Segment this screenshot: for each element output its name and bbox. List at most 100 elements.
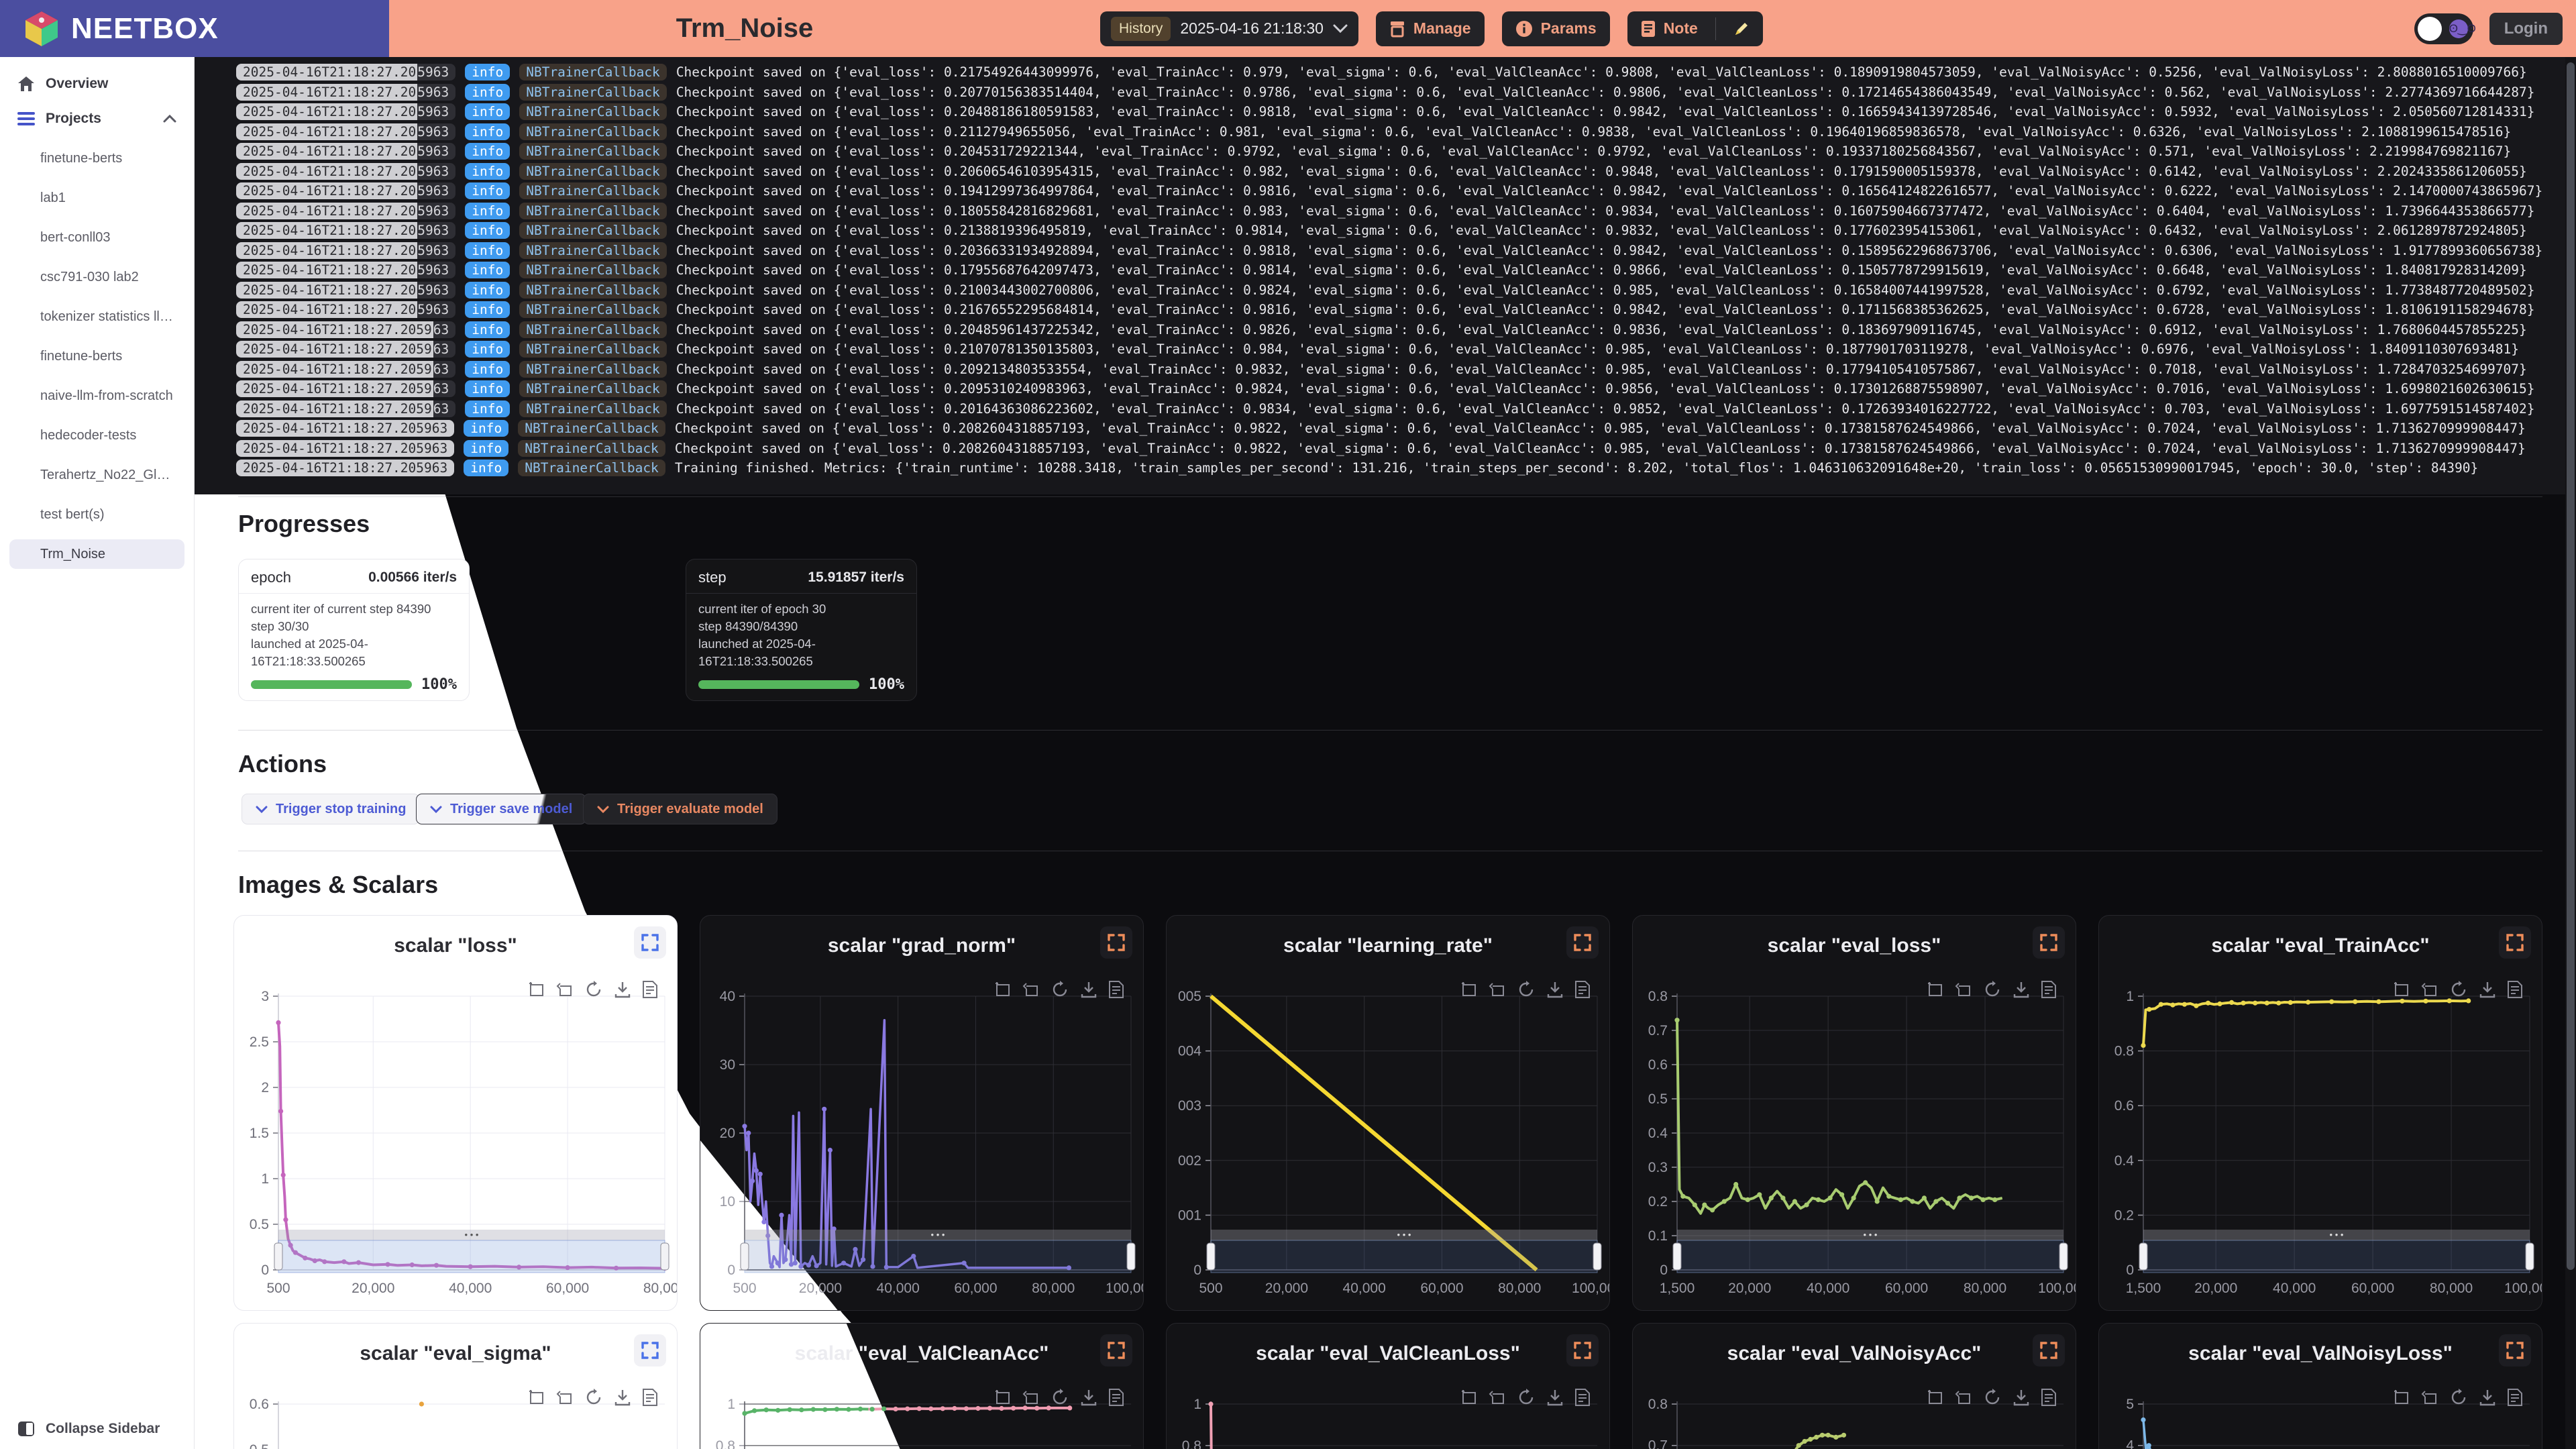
chart-plot-eval_ValNoisyAcc[interactable]: 0.8 0.7 <box>1633 1324 2076 1449</box>
refresh-icon[interactable] <box>1051 980 1069 999</box>
sidebar-item-finetune-berts[interactable]: finetune-berts <box>40 151 123 166</box>
chart-plot-eval_loss[interactable]: 0 0.1 0.2 0.3 0.4 0.5 0.6 0.7 0.8 1,500 20,000 40,0… <box>1633 916 2076 1311</box>
sidebar-item-lab1[interactable]: lab1 <box>40 191 66 205</box>
refresh-icon[interactable] <box>1517 980 1536 999</box>
manage-button[interactable]: Manage <box>1375 11 1485 46</box>
download-icon[interactable] <box>2012 1389 2030 1406</box>
fullscreen-button[interactable] <box>2033 926 2065 959</box>
data-view-icon[interactable] <box>1108 1388 1124 1407</box>
zoom-select-icon[interactable] <box>2393 1389 2410 1406</box>
note-button-group[interactable]: Note <box>1627 11 1763 46</box>
sidebar-item-tokenizer-statistics-llama-[interactable]: tokenizer statistics llama... <box>40 309 184 324</box>
data-view-icon[interactable] <box>2041 1388 2057 1407</box>
download-icon[interactable] <box>2479 981 2496 998</box>
chart-plot-eval_sigma[interactable]: 0.60.50.4 <box>234 1324 678 1449</box>
zoom-select-icon[interactable] <box>1927 1389 1944 1406</box>
fullscreen-button[interactable] <box>2499 1334 2531 1366</box>
download-icon[interactable] <box>614 981 631 998</box>
chart-plot-learning_rate[interactable]: 0 001 002 003 004 005 500 20,000 40,000 60,000 80,… <box>1167 916 1610 1311</box>
history-dropdown[interactable]: History 2025-04-16 21:18:30 <box>1100 11 1358 46</box>
pencil-icon[interactable] <box>1733 21 1750 37</box>
chart-plot-eval_ValCleanLoss[interactable]: 10.8 <box>1167 1324 1610 1449</box>
sidebar-group-projects[interactable]: Projects <box>9 104 184 133</box>
params-button[interactable]: Params <box>1501 11 1610 46</box>
sidebar-item-finetune-berts[interactable]: finetune-berts <box>40 349 123 364</box>
zoom-reset-icon[interactable] <box>556 981 574 998</box>
fullscreen-button[interactable] <box>2033 1334 2065 1366</box>
data-view-icon[interactable] <box>2507 980 2523 999</box>
zoom-reset-icon[interactable] <box>556 1389 574 1406</box>
zoom-select-icon[interactable] <box>994 981 1012 998</box>
refresh-icon[interactable] <box>2449 980 2468 999</box>
zoom-select-icon[interactable] <box>528 1389 545 1406</box>
zoom-select-icon[interactable] <box>528 981 545 998</box>
download-icon[interactable] <box>1080 1389 1097 1406</box>
fullscreen-button[interactable] <box>1100 926 1132 959</box>
download-icon[interactable] <box>1546 1389 1564 1406</box>
sidebar-item-terahertz-no22-gl261-gl-[interactable]: Terahertz_No22_Gl261_gl... <box>40 468 184 482</box>
download-icon[interactable] <box>1546 981 1564 998</box>
refresh-icon[interactable] <box>2449 1388 2468 1407</box>
chart-plot-eval_ValCleanAcc[interactable]: 10.8 <box>700 1324 1144 1449</box>
refresh-icon[interactable] <box>584 1388 603 1407</box>
data-view-icon[interactable] <box>642 1388 658 1407</box>
sidebar-item-test-bert-s-[interactable]: test bert(s) <box>40 507 105 522</box>
sidebar-item-overview[interactable]: Overview <box>9 69 184 99</box>
action-trigger-save-model[interactable]: Trigger save model <box>416 794 587 824</box>
refresh-icon[interactable] <box>1517 1388 1536 1407</box>
fullscreen-button[interactable] <box>1100 1334 1132 1366</box>
chart-card-learning_rate: 0 001 002 003 004 005 500 20,000 40,000 60,000 80,… <box>1166 915 1610 1311</box>
login-button[interactable]: Login <box>2489 12 2563 45</box>
refresh-icon[interactable] <box>1051 1388 1069 1407</box>
chart-plot-eval_TrainAcc[interactable]: 0 0.2 0.4 0.6 0.8 1 1,500 20,000 40,000 60,000 80,… <box>2099 916 2542 1311</box>
zoom-reset-icon[interactable] <box>1955 1389 1972 1406</box>
zoom-reset-icon[interactable] <box>1955 981 1972 998</box>
action-trigger-evaluate-model[interactable]: Trigger evaluate model <box>583 794 777 824</box>
zoom-select-icon[interactable] <box>1460 981 1478 998</box>
zoom-select-icon[interactable] <box>1927 981 1944 998</box>
sidebar-item-bert-conll03[interactable]: bert-conll03 <box>40 230 111 245</box>
chart-plot-loss[interactable]: 0 0.5 1 1.5 2 2.5 3 500 20,000 40,000 60,000 80,000… <box>234 916 678 1311</box>
refresh-icon[interactable] <box>1983 980 2002 999</box>
download-icon[interactable] <box>2012 981 2030 998</box>
download-icon[interactable] <box>614 1389 631 1406</box>
fullscreen-button[interactable] <box>634 1334 666 1366</box>
theme-toggle[interactable]: ʘ‿ʘ <box>2414 13 2476 44</box>
scrollbar-thumb[interactable] <box>2567 62 2575 1270</box>
data-view-icon[interactable] <box>1574 980 1591 999</box>
sidebar-item-hedecoder-tests[interactable]: hedecoder-tests <box>40 428 137 443</box>
collapse-sidebar-button[interactable]: Collapse Sidebar <box>9 1421 168 1437</box>
zoom-select-icon[interactable] <box>2393 981 2410 998</box>
zoom-select-icon[interactable] <box>1460 1389 1478 1406</box>
data-view-icon[interactable] <box>1574 1388 1591 1407</box>
zoom-reset-icon[interactable] <box>1022 981 1040 998</box>
chart-plot-eval_ValNoisyLoss[interactable]: 54 <box>2099 1324 2542 1449</box>
fullscreen-button[interactable] <box>1566 1334 1599 1366</box>
data-view-icon[interactable] <box>1108 980 1124 999</box>
svg-text:60,000: 60,000 <box>954 1281 997 1296</box>
fullscreen-button[interactable] <box>2499 926 2531 959</box>
data-view-icon[interactable] <box>2507 1388 2523 1407</box>
zoom-reset-icon[interactable] <box>1489 981 1506 998</box>
download-icon[interactable] <box>1080 981 1097 998</box>
sidebar-item-naive-llm-from-scratch[interactable]: naive-llm-from-scratch <box>40 388 173 403</box>
data-view-icon[interactable] <box>2041 980 2057 999</box>
chart-plot-grad_norm[interactable]: 0 10 20 30 40 500 20,000 40,000 60,000 80,000 100,… <box>700 916 1144 1311</box>
zoom-reset-icon[interactable] <box>2421 981 2438 998</box>
data-view-icon[interactable] <box>642 980 658 999</box>
action-trigger-stop-training[interactable]: Trigger stop training <box>241 794 421 824</box>
zoom-reset-icon[interactable] <box>1489 1389 1506 1406</box>
zoom-select-icon[interactable] <box>994 1389 1012 1406</box>
sidebar-item-csc791-030-lab2[interactable]: csc791-030 lab2 <box>40 270 139 284</box>
fullscreen-button[interactable] <box>634 926 666 959</box>
zoom-reset-icon[interactable] <box>2421 1389 2438 1406</box>
refresh-icon[interactable] <box>1983 1388 2002 1407</box>
fullscreen-button[interactable] <box>1566 926 1599 959</box>
refresh-icon[interactable] <box>584 980 603 999</box>
log-console[interactable]: 2025-04-16T21:18:27.20 5963 info NBTrainerC… <box>195 57 2576 494</box>
moon-icon: ʘ‿ʘ <box>2449 19 2476 38</box>
zoom-reset-icon[interactable] <box>1022 1389 1040 1406</box>
sidebar-item-trm-noise[interactable]: Trm_Noise <box>9 539 184 569</box>
download-icon[interactable] <box>2479 1389 2496 1406</box>
